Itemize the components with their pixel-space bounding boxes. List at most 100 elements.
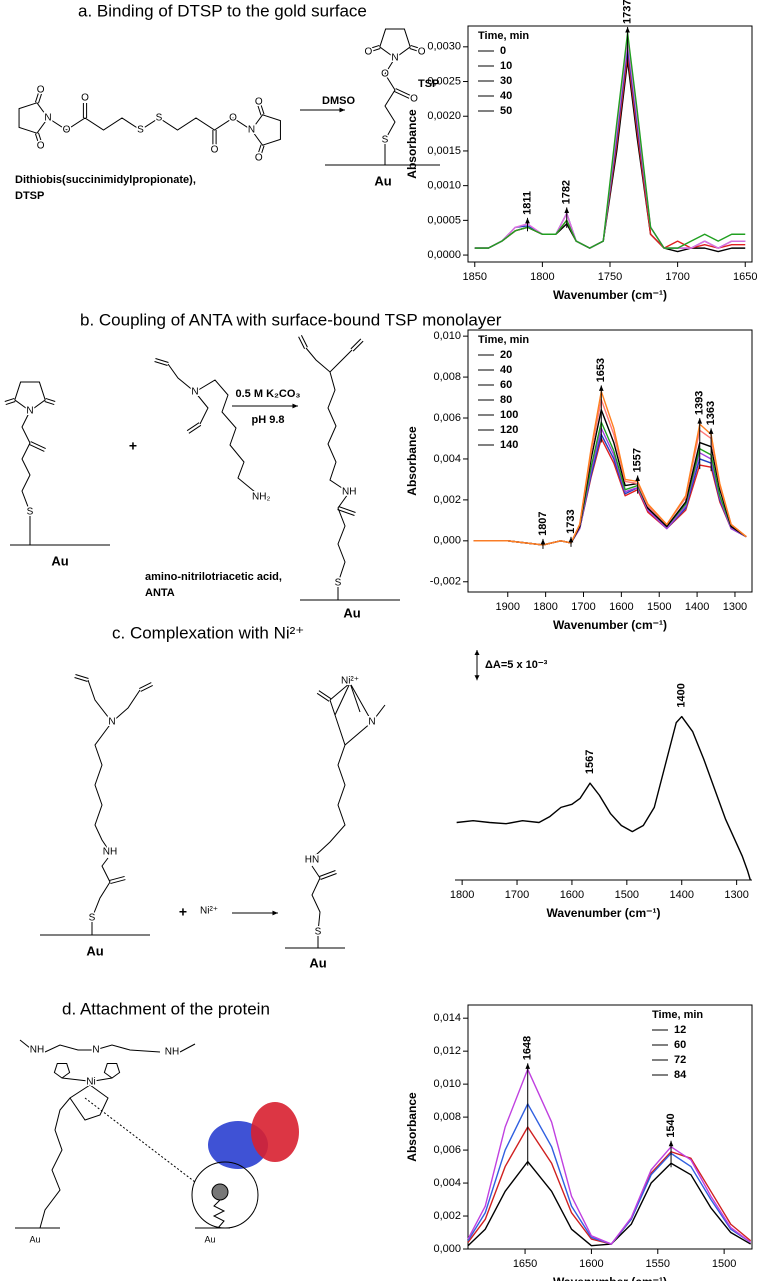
structure-label: pH 9.8 [251, 414, 284, 426]
legend-label: 100 [500, 409, 518, 421]
x-tick-label: 1400 [669, 889, 693, 901]
structure-label: N [391, 53, 398, 64]
bond [298, 336, 306, 349]
structure-label: O [255, 153, 263, 164]
bond [188, 424, 202, 434]
ring [14, 381, 46, 412]
legend-label: 80 [500, 394, 512, 406]
bond [329, 699, 386, 746]
structure-label: S [156, 113, 163, 124]
structure-label: TSP [418, 78, 439, 90]
structure-label: N [92, 1045, 99, 1056]
y-tick-label: 0,002 [433, 494, 461, 506]
bond [369, 44, 380, 49]
legend-label: 120 [500, 424, 518, 436]
structure-label: O [255, 97, 263, 108]
bond [338, 506, 356, 513]
bond [384, 57, 396, 165]
arrow-head [697, 418, 703, 424]
y-tick-label: 0,008 [433, 371, 461, 383]
structure-label: NH [342, 487, 356, 498]
legend-label: 10 [500, 60, 512, 72]
x-axis-label: Wavenumber (cm⁻¹) [547, 906, 661, 920]
x-tick-label: 1650 [513, 1258, 537, 1270]
bond [84, 1097, 196, 1183]
legend-label: 0 [500, 45, 506, 57]
structure-label: Ni²⁺ [341, 676, 359, 687]
bond [352, 340, 364, 352]
bond [337, 493, 349, 600]
y-tick-label: 0,000 [433, 535, 461, 547]
peak-label: 1567 [584, 750, 596, 774]
bond [319, 870, 336, 877]
bond [318, 690, 332, 700]
bond [194, 379, 256, 493]
bond [39, 1084, 91, 1229]
bond [212, 1199, 226, 1229]
structure-label: Au [343, 605, 360, 620]
bond [19, 1039, 31, 1049]
structure-label: O [418, 47, 426, 58]
y-tick-label: 0,002 [433, 1210, 461, 1222]
bond [260, 104, 265, 115]
x-tick-label: 1800 [530, 271, 554, 283]
y-tick-label: 0,010 [433, 1078, 461, 1090]
bond [260, 145, 265, 156]
spectrum-line [456, 715, 752, 881]
structure-label: S [27, 507, 34, 518]
x-tick-label: 1800 [533, 601, 557, 613]
x-axis-label: Wavenumber (cm⁻¹) [553, 618, 667, 632]
x-tick-label: 1600 [609, 601, 633, 613]
bond [179, 1043, 196, 1053]
x-tick-label: 1700 [505, 889, 529, 901]
structure-label: NH [165, 1047, 179, 1058]
bond [30, 441, 46, 450]
bond [140, 684, 153, 692]
bond [370, 47, 381, 53]
bond [44, 400, 55, 406]
bond [350, 338, 362, 350]
bond [69, 1084, 109, 1121]
arrow-head [568, 536, 574, 543]
structure-label: Dithiobis(succinimidylpropionate), [15, 174, 196, 186]
his-tag [211, 1183, 229, 1201]
arrow-head [708, 428, 714, 434]
x-tick-label: 1600 [560, 889, 584, 901]
legend-label: 60 [674, 1039, 686, 1051]
structure-label: + [129, 438, 137, 454]
bond [320, 873, 337, 880]
structure-label: S [89, 913, 96, 924]
structure-label: Au [51, 553, 68, 568]
legend-label: 60 [500, 379, 512, 391]
bond [349, 682, 361, 713]
structure-label: O [410, 94, 418, 105]
panel-title: a. Binding of DTSP to the gold surface [78, 1, 367, 20]
arrow-head [525, 217, 530, 224]
bond [337, 509, 355, 516]
peak-label: 1811 [521, 191, 533, 215]
x-tick-label: 1850 [463, 271, 487, 283]
ring [18, 102, 49, 134]
bond [139, 682, 152, 690]
structure-label: HN [305, 855, 319, 866]
peak-label: 1782 [561, 180, 573, 204]
structure-label: NH₂ [252, 492, 270, 503]
spectrum-line [467, 1103, 752, 1245]
y-tick-label: 0,012 [433, 1045, 461, 1057]
bond [305, 347, 353, 373]
bond [110, 879, 126, 885]
structure-label: N [44, 113, 51, 124]
spectrum-line [467, 1160, 752, 1247]
bond [409, 47, 420, 53]
structure-label: O [365, 47, 373, 58]
panel-title: c. Complexation with Ni²⁺ [112, 623, 304, 642]
structure-label: Au [204, 1234, 215, 1244]
x-tick-label: 1700 [571, 601, 595, 613]
structure-label: 0.5 M K₂CO₃ [236, 388, 301, 400]
legend-title: Time, min [652, 1009, 703, 1021]
bond [94, 721, 113, 853]
bond [334, 682, 351, 716]
structure-label: ANTA [145, 587, 175, 599]
legend-label: 20 [500, 349, 512, 361]
